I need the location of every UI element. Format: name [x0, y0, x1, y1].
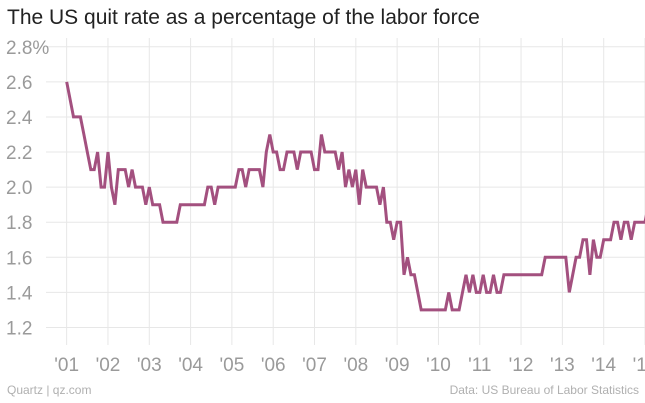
x-tick-label: '13 [550, 355, 575, 376]
source-credit: Quartz | qz.com [7, 383, 92, 397]
x-tick-label: '10 [426, 355, 451, 376]
grid-layer [46, 38, 645, 345]
series-line [65, 81, 645, 312]
x-tick-label: '04 [178, 355, 203, 376]
tick-layer: 1.2 1.4 1.6 1.8 2.0 2.2 2.4 2.6 2.8% '01 '02 '03 '04… [6, 38, 645, 376]
x-tick-label: '11 [468, 355, 491, 376]
x-tick-label: '14 [591, 355, 616, 376]
y-tick-label: 1.4 [6, 283, 33, 304]
x-tick-label: '05 [220, 355, 245, 376]
x-tick-label: '06 [261, 355, 286, 376]
x-tick-label: '08 [343, 355, 368, 376]
x-tick-label: '01 [54, 355, 79, 376]
x-tick-label: '07 [302, 355, 327, 376]
x-tick-label: '03 [137, 355, 162, 376]
x-tick-label: '02 [96, 355, 121, 376]
y-tick-label: 1.8 [6, 213, 32, 234]
y-tick-label: 2.2 [6, 143, 32, 164]
y-tick-label: 1.2 [6, 318, 32, 339]
x-tick-label: '15 [633, 355, 645, 376]
y-tick-label: 2.6 [6, 73, 32, 94]
y-tick-label: 1.6 [6, 248, 32, 269]
x-tick-label: '12 [509, 355, 534, 376]
y-tick-label: 2.0 [6, 178, 32, 199]
y-tick-label: 2.8% [6, 38, 49, 59]
y-tick-label: 2.4 [6, 108, 33, 129]
chart-title: The US quit rate as a percentage of the … [7, 6, 480, 29]
x-tick-label: '09 [385, 355, 410, 376]
data-source: Data: US Bureau of Labor Statistics [449, 383, 639, 397]
series-layer [65, 81, 645, 312]
